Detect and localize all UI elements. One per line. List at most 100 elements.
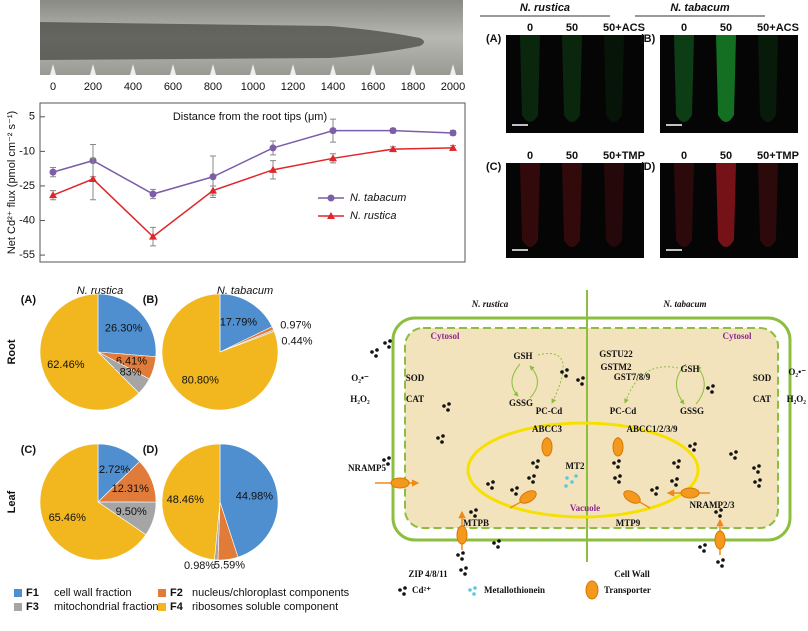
cd-ion (398, 588, 402, 592)
cd-ion (473, 514, 477, 518)
cd-ion (447, 402, 451, 406)
cd-ion (492, 541, 496, 545)
transporter (519, 490, 537, 504)
legend-swatch (14, 589, 22, 597)
x-tick (330, 64, 336, 75)
point (149, 190, 157, 198)
diagram-label: CAT (753, 394, 771, 404)
cd-ion (692, 448, 696, 452)
value-label: 12.31% (112, 483, 150, 495)
cd-ion (716, 560, 720, 564)
cd-ion (677, 459, 681, 463)
line (52, 129, 454, 195)
cd-ion (560, 370, 564, 374)
cd-ion (698, 545, 702, 549)
transporter (585, 580, 599, 600)
cd-ion (710, 390, 714, 394)
diagram-label: GSH (680, 364, 699, 374)
point (269, 144, 277, 152)
cd-ion (403, 586, 407, 590)
cd-ion (510, 488, 514, 492)
cd-ion (757, 464, 761, 468)
pie-slice (219, 443, 279, 558)
metallothionein (565, 476, 569, 480)
x-tick (90, 64, 96, 75)
legend-code: F1 (26, 587, 39, 599)
column-label: 0 (527, 150, 533, 162)
cd-ion (676, 465, 680, 469)
diagram-label: MT2 (566, 461, 585, 471)
x-tick-label: 600 (164, 81, 182, 93)
cd-ion (469, 510, 473, 514)
point (269, 165, 277, 173)
value-label: 9.50% (116, 506, 147, 518)
y-tick-label: -55 (19, 249, 35, 261)
value-label: 0.44% (281, 335, 312, 347)
cd-ion (674, 483, 678, 487)
cd-ion (436, 436, 440, 440)
cd-ion (386, 462, 390, 466)
cd-ion (706, 386, 710, 390)
arrow (695, 365, 705, 405)
panel-label: (A) (486, 33, 502, 45)
diagram-label: PC-Cd (610, 406, 637, 416)
x-tick-label: 1800 (401, 81, 425, 93)
value-label: 26.30% (105, 322, 143, 334)
transporter (714, 530, 726, 550)
root-shape (40, 22, 424, 60)
column-label: 50 (566, 22, 578, 34)
diagram-title: N. tabacum (662, 299, 706, 309)
cd-ion (654, 492, 658, 496)
root-fluorescence (520, 35, 540, 122)
diagram-label: GSSG (509, 398, 533, 408)
metallothionein (574, 474, 578, 478)
line (52, 147, 454, 238)
cd-ion (374, 354, 378, 358)
cd-ion (711, 384, 715, 388)
diagram-label: SOD (753, 373, 772, 383)
cd-ion (650, 488, 654, 492)
cd-ion (441, 434, 445, 438)
x-tick-label: 2000 (441, 81, 465, 93)
diagram-label: ABCC1/2/3/9 (626, 424, 678, 434)
cd-ion (536, 459, 540, 463)
legend-label: Metallothionein (484, 585, 545, 595)
cd-ion (672, 461, 676, 465)
cd-ion (402, 592, 406, 596)
x-tick (130, 64, 136, 75)
column-label: 50+ACS (603, 22, 645, 34)
point (389, 145, 397, 153)
root-fluorescence (674, 35, 694, 122)
metallothionein (564, 484, 568, 488)
cd-ion (617, 459, 621, 463)
cd-ion (734, 450, 738, 454)
diagram-label: PC-Cd (536, 406, 563, 416)
micrograph-title: N. rustica (520, 2, 570, 14)
legend-label: ribosomes soluble component (192, 601, 338, 613)
legend-swatch (158, 603, 166, 611)
micrograph-title: N. tabacum (670, 2, 730, 14)
root-fluorescence (758, 163, 778, 247)
panel-label: (C) (486, 161, 502, 173)
value-label: 44.98% (236, 490, 274, 502)
legend-label: Transporter (604, 585, 651, 595)
metallothionein (468, 588, 472, 592)
diagram-label: Cytosol (431, 331, 460, 341)
root-fluorescence (716, 35, 736, 122)
column-label: 50+TMP (603, 150, 645, 162)
vacuole (466, 421, 700, 519)
pie-slice (161, 443, 221, 561)
diagram-label: H₂O₂ (787, 394, 807, 404)
cd-ion (531, 480, 535, 484)
column-label: 0 (527, 22, 533, 34)
panel-label: (B) (143, 294, 159, 306)
diagram-label: GST7/8/9 (614, 372, 651, 382)
cd-ion (756, 470, 760, 474)
diagram-label: ABCC3 (532, 424, 563, 434)
cd-ion (446, 408, 450, 412)
plot-frame (39, 102, 466, 263)
x-tick (370, 64, 376, 75)
point (327, 212, 335, 219)
x-tick-label: 1000 (241, 81, 265, 93)
cd-ion (719, 508, 723, 512)
